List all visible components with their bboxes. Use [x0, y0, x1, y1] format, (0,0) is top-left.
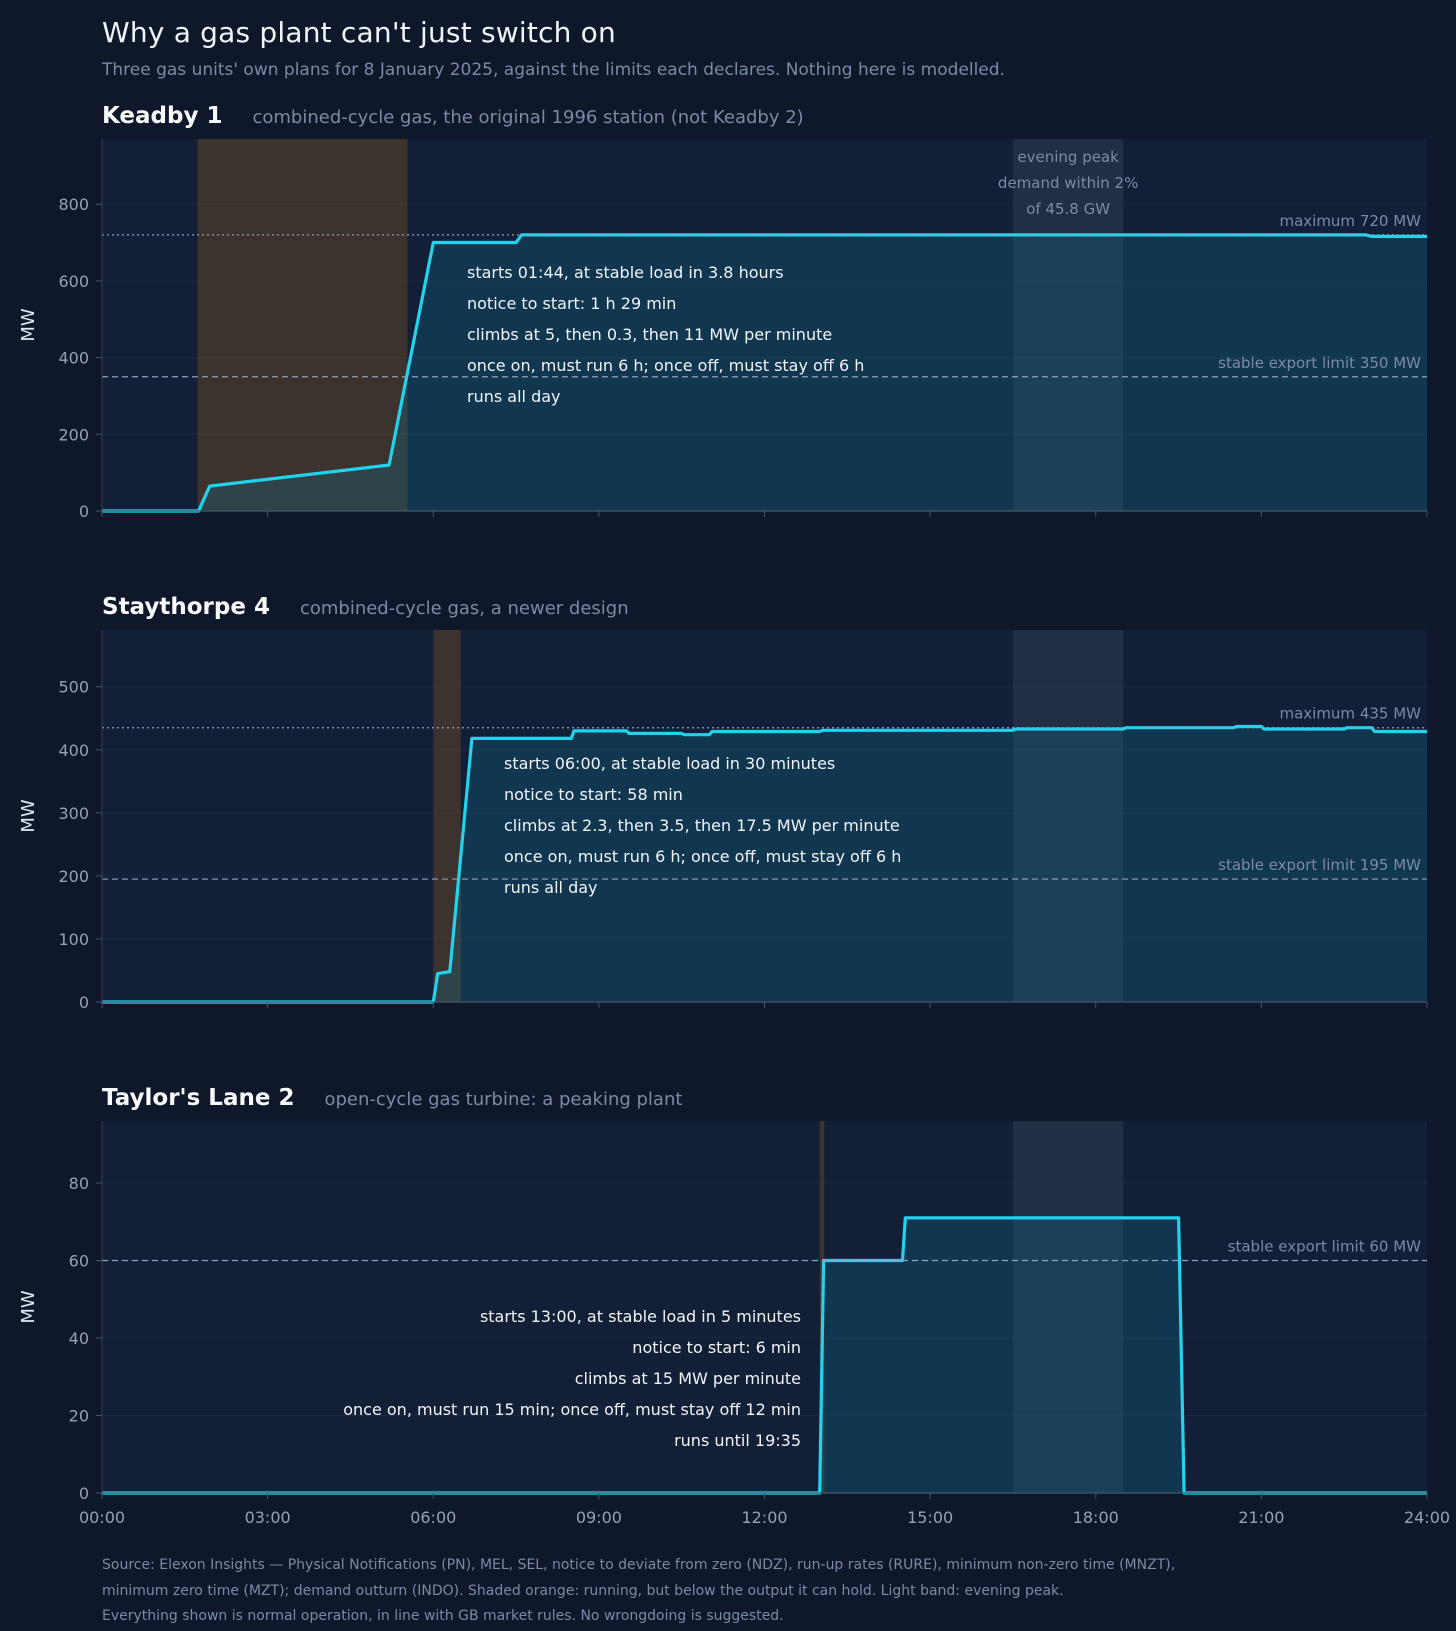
panel-header-keadby: Keadby 1 combined-cycle gas, the origina…	[102, 103, 804, 129]
chart-subtitle: Three gas units' own plans for 8 January…	[102, 60, 1005, 80]
annotation-note: climbs at 2.3, then 3.5, then 17.5 MW pe…	[504, 816, 900, 835]
panel-description: combined-cycle gas, the original 1996 st…	[252, 107, 804, 128]
maximum-limit-label: maximum 720 MW	[1279, 212, 1421, 230]
maximum-limit-label: maximum 435 MW	[1279, 705, 1421, 723]
x-tick-label: 06:00	[410, 1508, 456, 1527]
stable-export-limit-label: stable export limit 60 MW	[1228, 1238, 1421, 1256]
evening-peak-band	[1012, 1121, 1124, 1493]
y-tick-label: 500	[58, 678, 89, 697]
output-area	[102, 1217, 1427, 1493]
x-tick-label: 18:00	[1073, 1508, 1119, 1527]
source-note: Source: Elexon Insights — Physical Notif…	[102, 1553, 1175, 1630]
output-line	[102, 233, 1427, 513]
evening-peak-band	[1012, 630, 1124, 1002]
y-tick-label: 200	[58, 425, 89, 444]
annotation-note: starts 13:00, at stable load in 5 minute…	[480, 1307, 801, 1326]
source-line: Source: Elexon Insights — Physical Notif…	[102, 1557, 1176, 1573]
y-axis-label: MW	[18, 1290, 39, 1324]
y-tick-label: 100	[58, 930, 89, 949]
annotation-note: climbs at 5, then 0.3, then 11 MW per mi…	[467, 325, 832, 344]
panel-description: combined-cycle gas, a newer design	[299, 598, 629, 619]
evening-peak-band	[1012, 139, 1124, 511]
x-tick-label: 24:00	[1404, 1508, 1450, 1527]
output-line	[102, 1216, 1427, 1495]
panel-title: Staythorpe 4	[102, 594, 270, 620]
annotation-note: runs all day	[504, 878, 598, 897]
annotation-note: starts 06:00, at stable load in 30 minut…	[504, 754, 835, 773]
x-tick-label: 12:00	[741, 1508, 787, 1527]
plot-background	[102, 139, 1427, 511]
y-tick-label: 400	[58, 741, 89, 760]
panel-header-staythorpe: Staythorpe 4 combined-cycle gas, a newer…	[102, 594, 629, 620]
y-tick-label: 60	[69, 1252, 89, 1271]
running-below-output-band	[433, 630, 461, 1002]
evening-peak-label: demand within 2%	[998, 174, 1138, 192]
y-tick-label: 300	[58, 804, 89, 823]
y-tick-label: 80	[69, 1174, 89, 1193]
x-tick-label: 00:00	[79, 1508, 125, 1527]
y-tick-label: 800	[58, 195, 89, 214]
panel-title: Taylor's Lane 2	[102, 1085, 295, 1111]
stable-export-limit-label: stable export limit 350 MW	[1218, 354, 1421, 372]
output-line	[102, 724, 1427, 1004]
y-tick-label: 20	[69, 1407, 89, 1426]
annotation-note: once on, must run 15 min; once off, must…	[343, 1400, 801, 1419]
x-tick-label: 09:00	[576, 1508, 622, 1527]
running-below-output-band	[197, 139, 408, 511]
x-tick-label: 03:00	[245, 1508, 291, 1527]
x-tick-label: 15:00	[907, 1508, 953, 1527]
y-axis-label: MW	[18, 308, 39, 342]
output-area	[102, 234, 1427, 511]
x-tick-label: 21:00	[1238, 1508, 1284, 1527]
annotation-note: starts 01:44, at stable load in 3.8 hour…	[467, 263, 784, 282]
evening-peak-label: evening peak	[1017, 148, 1119, 166]
y-tick-label: 0	[79, 993, 89, 1012]
annotation-note: once on, must run 6 h; once off, must st…	[467, 356, 864, 375]
stable-export-limit-label: stable export limit 195 MW	[1218, 856, 1421, 874]
annotation-note: once on, must run 6 h; once off, must st…	[504, 847, 901, 866]
y-tick-label: 200	[58, 867, 89, 886]
y-axis-label: MW	[18, 799, 39, 833]
plot-background	[102, 630, 1427, 1002]
annotation-note: notice to start: 1 h 29 min	[467, 294, 676, 313]
y-tick-label: 600	[58, 272, 89, 291]
y-tick-label: 0	[79, 502, 89, 521]
output-area	[102, 726, 1427, 1002]
source-line: minimum zero time (MZT); demand outturn …	[102, 1582, 1064, 1599]
chart-title: Why a gas plant can't just switch on	[102, 16, 616, 49]
annotation-note: runs all day	[467, 387, 561, 406]
panel-description: open-cycle gas turbine: a peaking plant	[324, 1089, 683, 1110]
annotation-note: notice to start: 58 min	[504, 785, 683, 804]
y-tick-label: 0	[79, 1484, 89, 1503]
panel-header-taylors-lane: Taylor's Lane 2 open-cycle gas turbine: …	[102, 1085, 682, 1111]
evening-peak-label: of 45.8 GW	[1026, 200, 1110, 218]
panel-title: Keadby 1	[102, 103, 223, 129]
y-tick-label: 40	[69, 1329, 89, 1348]
annotation-note: runs until 19:35	[674, 1431, 801, 1450]
annotation-note: climbs at 15 MW per minute	[575, 1369, 801, 1388]
source-line: Everything shown is normal operation, in…	[102, 1608, 784, 1624]
y-tick-label: 400	[58, 349, 89, 368]
annotation-note: notice to start: 6 min	[632, 1338, 801, 1357]
